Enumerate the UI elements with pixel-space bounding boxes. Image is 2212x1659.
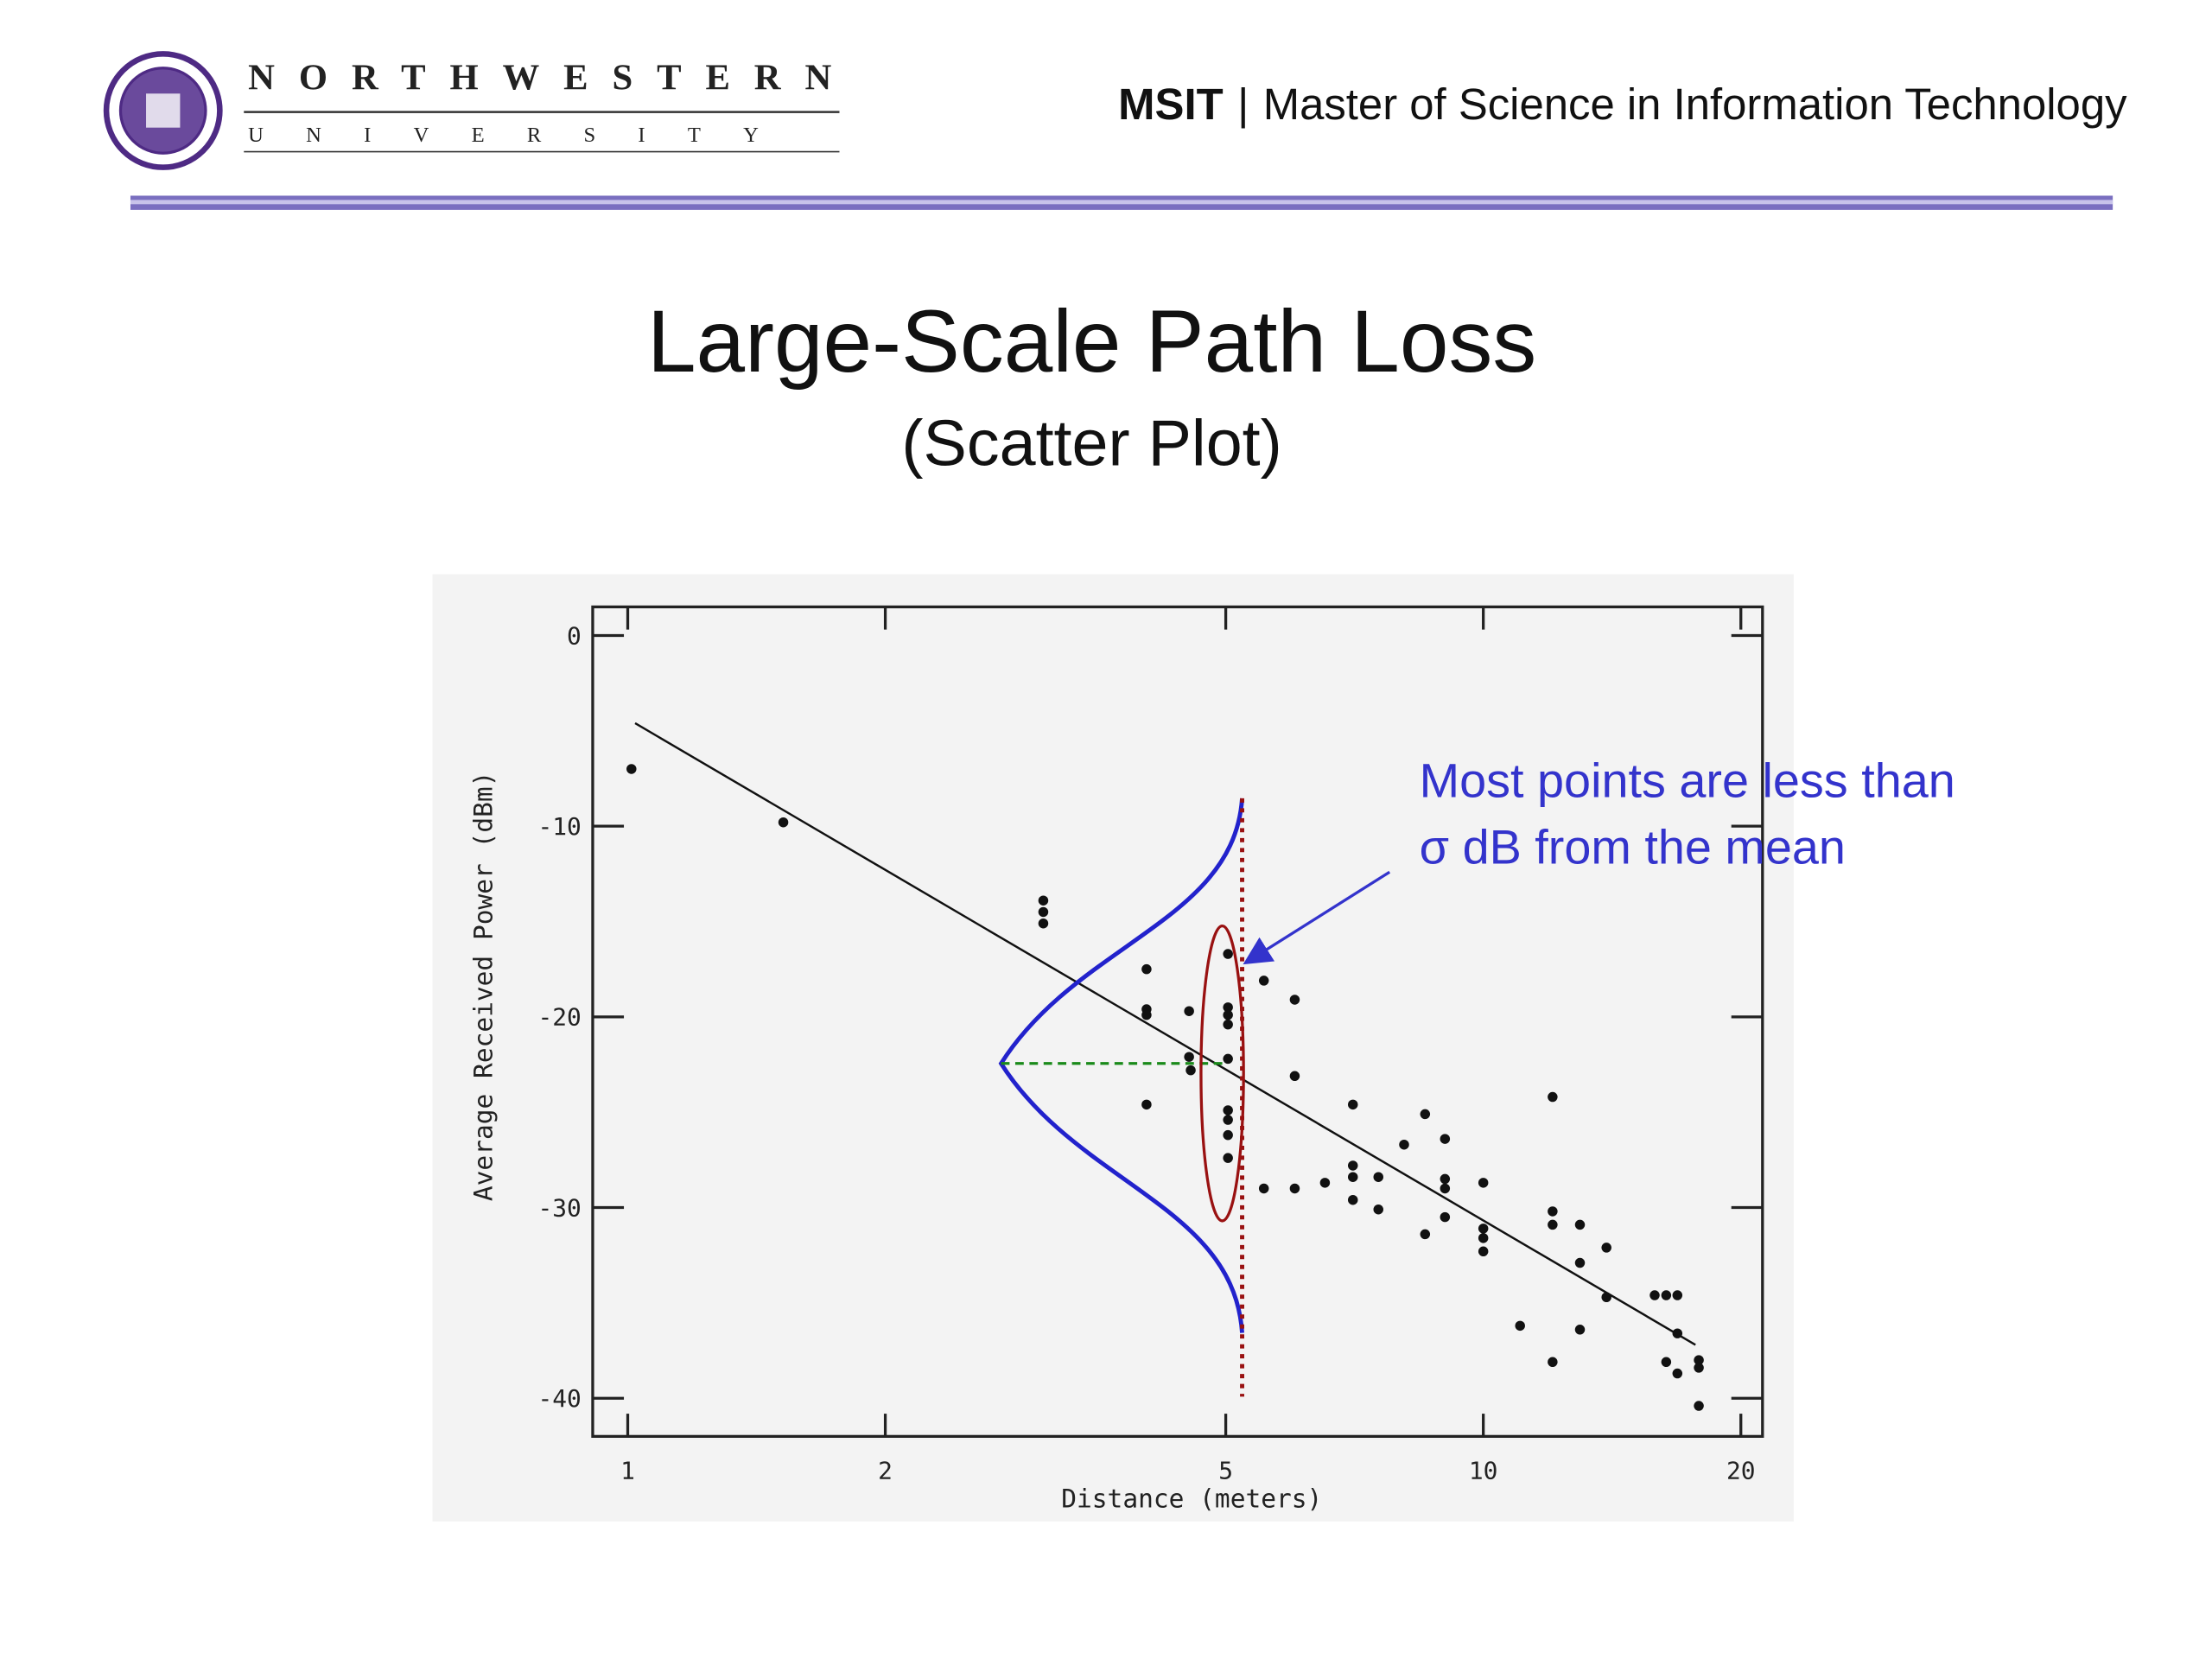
point bbox=[1478, 1178, 1489, 1188]
point bbox=[1289, 1183, 1300, 1194]
point bbox=[1223, 1153, 1233, 1163]
point bbox=[1347, 1160, 1358, 1171]
x-axis-label: Distance (meters) bbox=[1061, 1484, 1322, 1513]
point bbox=[1548, 1206, 1558, 1217]
point bbox=[1223, 1019, 1233, 1030]
y-tick-label: -30 bbox=[537, 1193, 581, 1222]
point bbox=[1347, 1172, 1358, 1182]
point bbox=[1185, 1065, 1196, 1076]
y-tick-label: 0 bbox=[567, 621, 582, 650]
point bbox=[1223, 1002, 1233, 1013]
logo-seal bbox=[103, 51, 223, 170]
annotation: σ dB from the mean bbox=[1420, 819, 1846, 874]
point bbox=[1347, 1099, 1358, 1110]
point bbox=[1373, 1172, 1383, 1182]
logo-line1: NORTHWESTERN bbox=[248, 57, 855, 98]
point bbox=[778, 817, 789, 828]
point bbox=[1478, 1233, 1489, 1243]
point bbox=[1223, 1009, 1233, 1020]
annotation: Most points are less than bbox=[1420, 753, 1955, 807]
point bbox=[1347, 1194, 1358, 1205]
point bbox=[1223, 1115, 1233, 1125]
point bbox=[1038, 895, 1049, 906]
point bbox=[1672, 1290, 1683, 1300]
x-tick-label: 1 bbox=[620, 1457, 635, 1485]
point bbox=[1399, 1139, 1409, 1150]
point bbox=[1258, 1183, 1269, 1194]
plot-frame bbox=[591, 605, 1764, 1438]
point bbox=[1038, 906, 1049, 918]
point bbox=[1548, 1219, 1558, 1230]
program-header: MSIT | Master of Science in Information Te… bbox=[1118, 79, 2127, 129]
point bbox=[1289, 1071, 1300, 1081]
point bbox=[1141, 1009, 1152, 1020]
point bbox=[1184, 1052, 1194, 1062]
point bbox=[1478, 1224, 1489, 1234]
sigma-ellipse bbox=[1199, 924, 1245, 1223]
separator: | bbox=[1237, 79, 1249, 129]
slide-title: Large-Scale Path Loss bbox=[647, 292, 1536, 391]
point bbox=[1694, 1363, 1704, 1373]
y-tick-label: -20 bbox=[537, 1003, 581, 1032]
point bbox=[1515, 1320, 1525, 1332]
point bbox=[1420, 1109, 1431, 1120]
fit-line bbox=[634, 721, 1696, 1346]
annotation-arrow bbox=[1243, 870, 1391, 965]
x-tick-label: 2 bbox=[878, 1457, 893, 1485]
point bbox=[1672, 1368, 1683, 1379]
point bbox=[1184, 1006, 1194, 1016]
header-rule bbox=[130, 200, 2113, 205]
point bbox=[1440, 1183, 1451, 1194]
point bbox=[1258, 976, 1269, 986]
point bbox=[1223, 1105, 1233, 1116]
point bbox=[1223, 1129, 1233, 1141]
point bbox=[1478, 1246, 1489, 1257]
x-tick-label: 5 bbox=[1218, 1457, 1233, 1485]
point bbox=[1672, 1328, 1683, 1338]
point bbox=[1574, 1257, 1586, 1268]
point bbox=[1440, 1134, 1451, 1144]
point bbox=[1661, 1290, 1672, 1300]
point bbox=[1548, 1357, 1558, 1368]
x-tick-label: 20 bbox=[1726, 1457, 1756, 1485]
point bbox=[1649, 1290, 1660, 1300]
y-axis-label: Average Received Power (dBm) bbox=[468, 772, 498, 1202]
point bbox=[1319, 1178, 1331, 1188]
point bbox=[1141, 1099, 1152, 1110]
point bbox=[1223, 1053, 1233, 1065]
point bbox=[1141, 963, 1152, 975]
point bbox=[1289, 995, 1300, 1005]
x-tick-label: 10 bbox=[1469, 1457, 1498, 1485]
point bbox=[1440, 1173, 1451, 1185]
point bbox=[1574, 1325, 1586, 1335]
y-tick-label: -10 bbox=[537, 812, 581, 841]
point bbox=[1694, 1355, 1704, 1365]
y-tick-label: -40 bbox=[537, 1384, 581, 1413]
point bbox=[1601, 1292, 1611, 1302]
point bbox=[626, 764, 637, 774]
point bbox=[1373, 1204, 1383, 1215]
plot-background bbox=[432, 574, 1794, 1522]
point bbox=[1574, 1219, 1586, 1230]
point bbox=[1038, 918, 1049, 929]
point bbox=[1420, 1229, 1431, 1240]
chart: 1 2 5 10 20 0 -10 -20 -30 -40 Distance (meters) Ave… bbox=[468, 607, 1763, 1513]
point bbox=[1440, 1211, 1451, 1223]
point bbox=[1694, 1401, 1704, 1411]
program-name: Master of Science in Information Technol… bbox=[1263, 79, 2127, 129]
point bbox=[1601, 1243, 1611, 1253]
point bbox=[1661, 1357, 1672, 1368]
logo-line2: UNIVERSITY bbox=[248, 124, 801, 147]
program: MSIT bbox=[1118, 79, 1224, 129]
point bbox=[1548, 1091, 1558, 1103]
slide-subtitle: (Scatter Plot) bbox=[901, 406, 1281, 479]
point bbox=[1223, 949, 1233, 959]
